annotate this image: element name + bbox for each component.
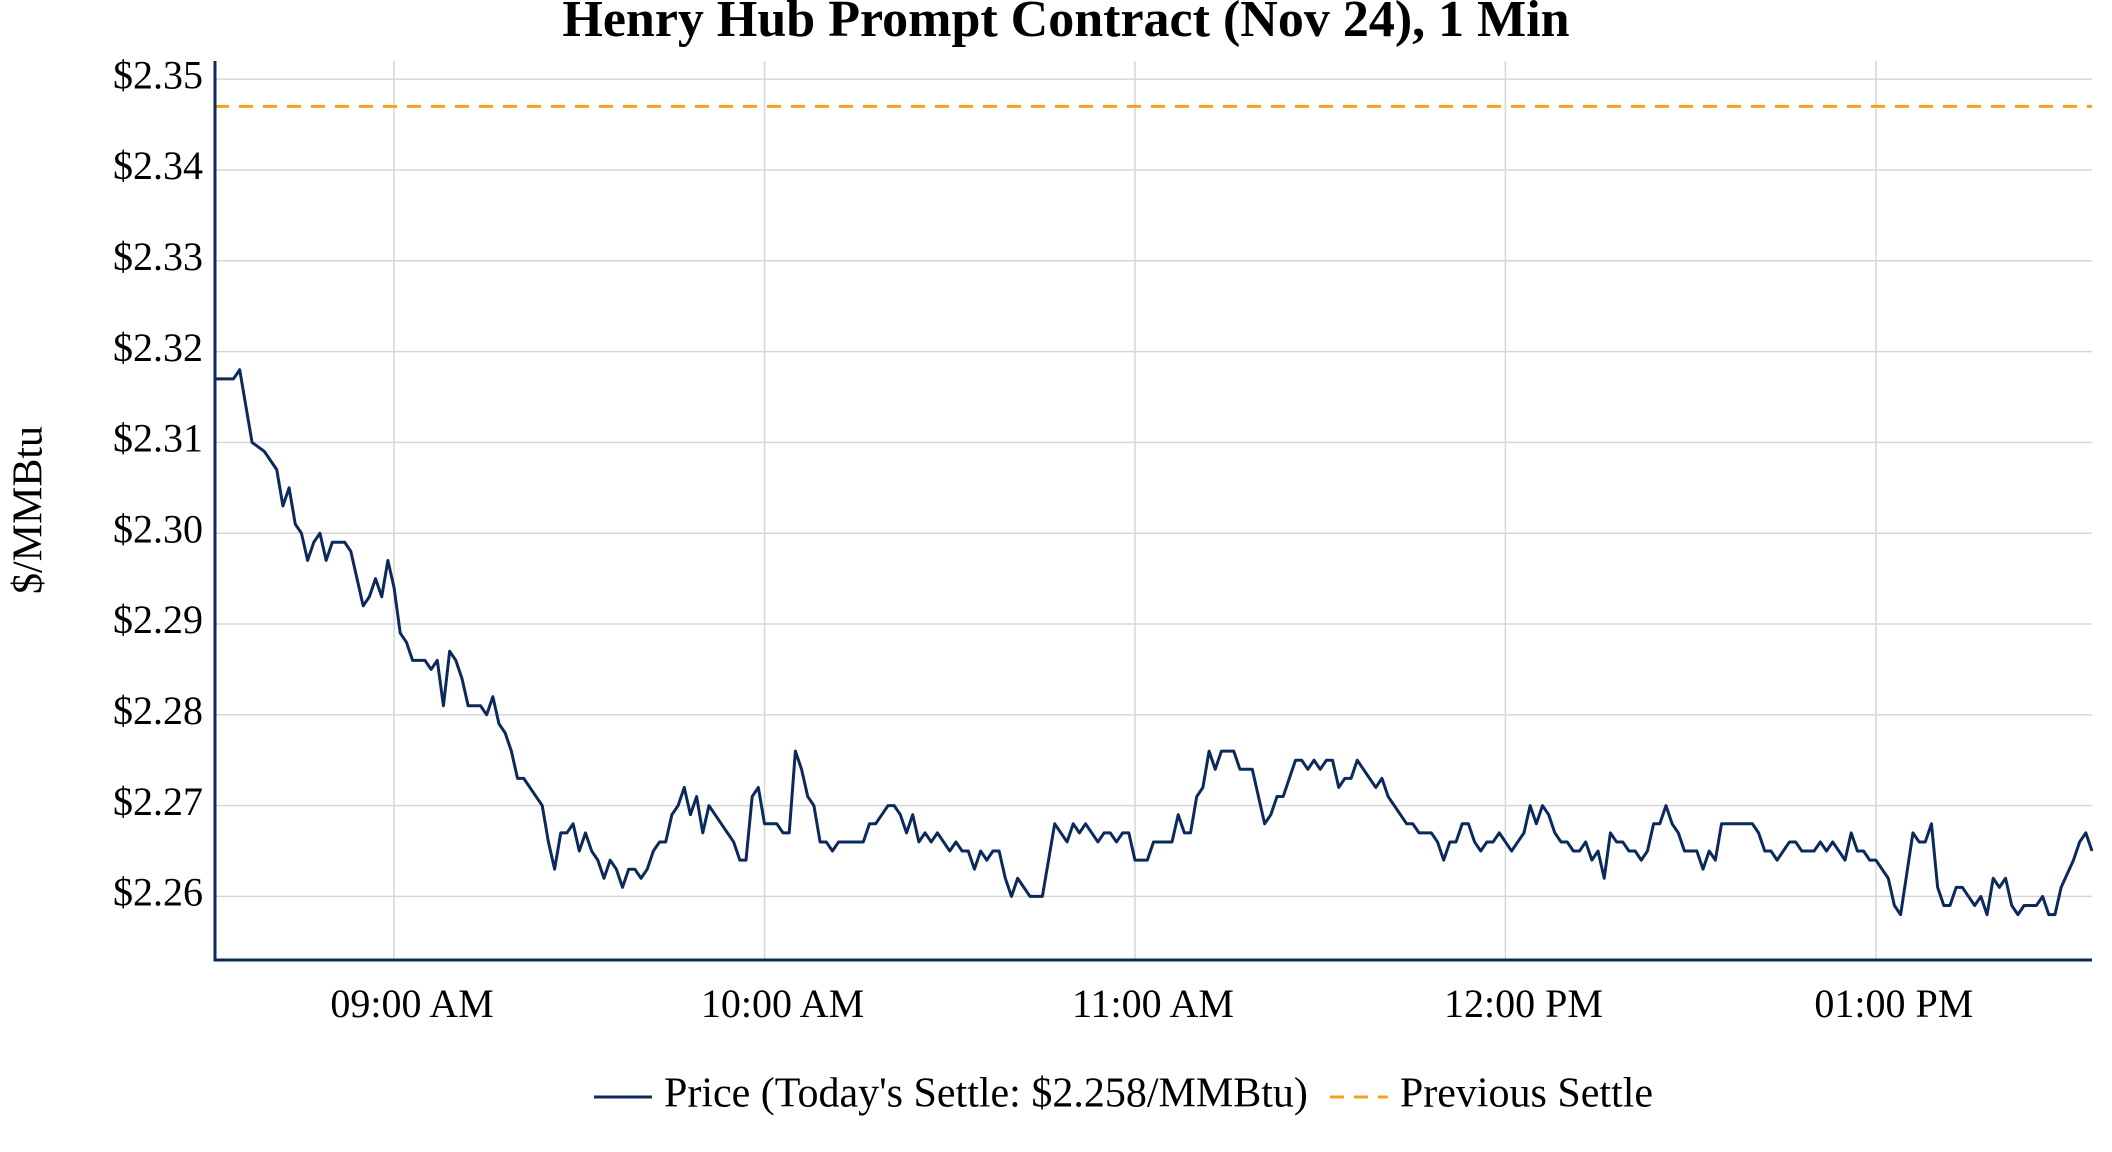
price-line bbox=[215, 368, 2094, 917]
y-tick-label: $2.27 bbox=[113, 779, 203, 824]
y-tick-label: $2.28 bbox=[113, 688, 203, 733]
x-tick-label: 11:00 AM bbox=[1072, 981, 1234, 1026]
y-tick-label: $2.31 bbox=[113, 416, 203, 461]
y-tick-label: $2.30 bbox=[113, 506, 203, 551]
chart-title: Henry Hub Prompt Contract (Nov 24), 1 Mi… bbox=[562, 0, 1569, 48]
y-tick-label: $2.32 bbox=[113, 325, 203, 370]
x-tick-label: 01:00 PM bbox=[1814, 981, 1973, 1026]
legend-label: Price (Today's Settle: $2.258/MMBtu) bbox=[664, 1071, 1308, 1117]
y-tick-label: $2.26 bbox=[113, 870, 203, 915]
y-tick-label: $2.33 bbox=[113, 234, 203, 279]
x-tick-label: 09:00 AM bbox=[330, 981, 493, 1026]
y-tick-label: $2.35 bbox=[113, 52, 203, 97]
x-tick-label: 10:00 AM bbox=[701, 981, 864, 1026]
y-axis-title: $/MMBtu bbox=[6, 426, 52, 594]
legend-label: Previous Settle bbox=[1400, 1071, 1653, 1117]
y-tick-label: $2.34 bbox=[113, 143, 203, 188]
y-tick-label: $2.29 bbox=[113, 597, 203, 642]
x-tick-label: 12:00 PM bbox=[1444, 981, 1603, 1026]
